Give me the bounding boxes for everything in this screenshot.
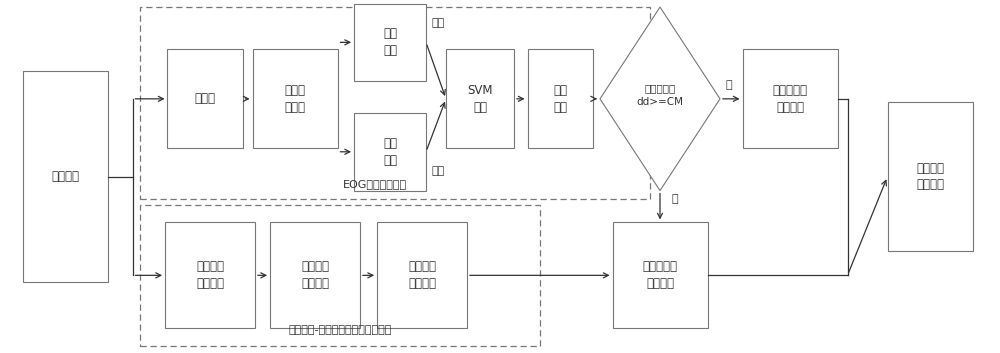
- Text: 识别
结果: 识别 结果: [553, 84, 567, 114]
- Text: 眼动特
征参数: 眼动特 征参数: [285, 84, 306, 114]
- Text: 可靠性高的
识别结果: 可靠性高的 识别结果: [772, 84, 808, 114]
- Text: SVM
模型: SVM 模型: [467, 84, 493, 114]
- Bar: [140, 7, 650, 199]
- Text: 训练: 训练: [431, 18, 444, 28]
- Text: 统计状态
序列次数: 统计状态 序列次数: [196, 261, 224, 290]
- Bar: [742, 49, 838, 148]
- Text: 置信度参数
dd>=CM: 置信度参数 dd>=CM: [637, 83, 684, 107]
- Text: 最可能的
状态序列: 最可能的 状态序列: [408, 261, 436, 290]
- Bar: [612, 222, 708, 328]
- Bar: [888, 102, 973, 251]
- Polygon shape: [600, 7, 720, 191]
- Bar: [354, 113, 426, 191]
- Bar: [270, 222, 360, 328]
- Text: 双模型融
合的结果: 双模型融 合的结果: [916, 162, 944, 191]
- Bar: [140, 205, 540, 346]
- Bar: [354, 4, 426, 81]
- Bar: [377, 222, 467, 328]
- Text: EOG信号识别模型: EOG信号识别模型: [343, 179, 407, 189]
- Text: 预处理: 预处理: [194, 92, 216, 105]
- Bar: [252, 49, 338, 148]
- Text: 是: 是: [725, 80, 732, 90]
- Text: 测试
数据: 测试 数据: [383, 137, 397, 167]
- Bar: [167, 49, 242, 148]
- Text: 数据采集: 数据采集: [51, 170, 79, 183]
- Bar: [446, 49, 514, 148]
- Text: 识别: 识别: [431, 166, 444, 176]
- Bar: [22, 71, 108, 282]
- Text: 可靠性低的
识别结果: 可靠性低的 识别结果: [642, 261, 678, 290]
- Text: 否: 否: [672, 195, 679, 204]
- Text: 眼动信号-行为状态关系模型的建立: 眼动信号-行为状态关系模型的建立: [288, 325, 392, 335]
- Text: 计算状态
出现概率: 计算状态 出现概率: [301, 261, 329, 290]
- Bar: [528, 49, 592, 148]
- Bar: [165, 222, 255, 328]
- Text: 训练
数据: 训练 数据: [383, 28, 397, 57]
